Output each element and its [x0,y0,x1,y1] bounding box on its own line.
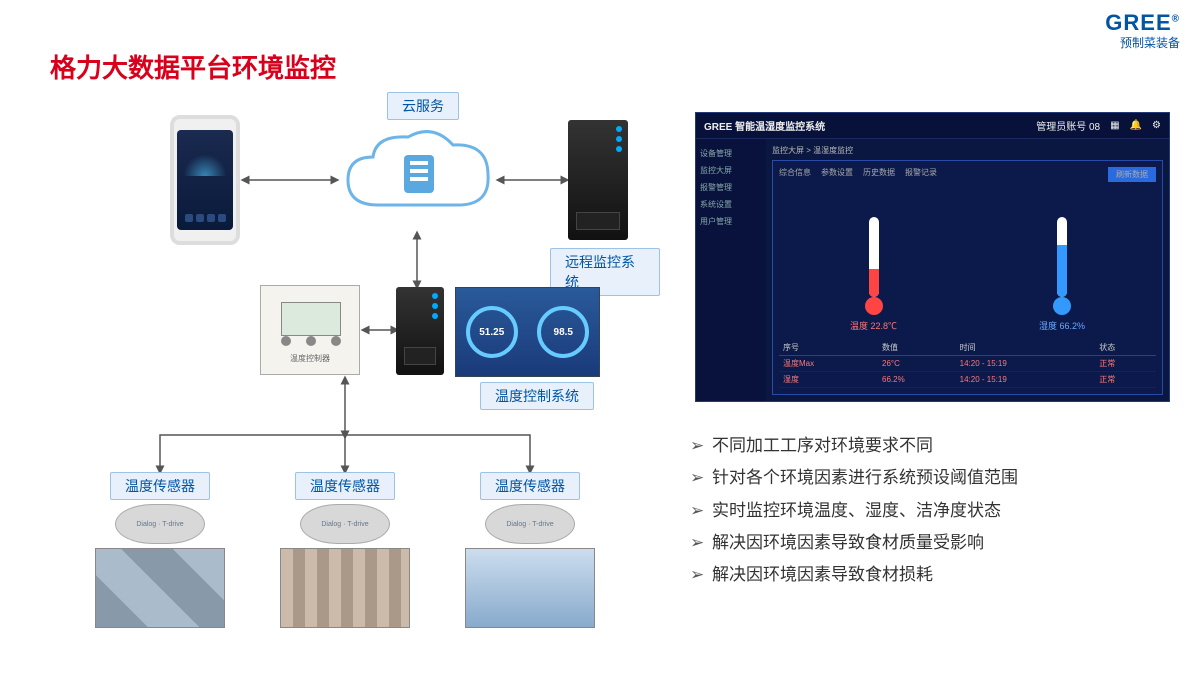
sensor-group-1: 温度传感器 Dialog · T-drive [90,472,230,628]
dashboard-screenshot: GREE 智能温湿度监控系统 管理员账号 08 ▦ 🔔 ⚙ 设备管理 监控大屏 … [695,112,1170,402]
temp-reading: 温度 22.8℃ [850,319,897,332]
sensor-label-1: 温度传感器 [110,472,210,500]
temp-ctrl-label-wrap: 温度控制系统 [480,382,594,410]
dashboard-tabs: 综合信息 参数设置 历史数据 报警记录 刷新数据 [779,167,1156,182]
tab[interactable]: 历史数据 [863,167,895,182]
bullet-item: 解决因环境因素导致食材质量受影响 [690,527,1160,559]
brand-subtitle: 预制菜装备 [1105,34,1180,51]
thermometer-humidity: 湿度 66.2% [1039,217,1085,332]
thermometer-row: 温度 22.8℃ 湿度 66.2% [779,182,1156,340]
factory-photo-1 [95,548,225,628]
dashboard-table: 序号 数值 时间 状态 温度Max 26°C 14:20 - 15:19 正常 … [779,340,1156,388]
factory-photo-3 [465,548,595,628]
bullet-item: 解决因环境因素导致食材损耗 [690,559,1160,591]
sensor-group-2: 温度传感器 Dialog · T-drive [275,472,415,628]
temperature-controller [260,285,360,375]
gauge-temp-value: 51.25 [479,327,504,338]
architecture-diagram: 云服务 远程监控系统 51.25 98.5 温度控制系统 温度传感器 Dialo… [60,100,660,660]
brand-block: GREE® 预制菜装备 [1105,10,1180,51]
refresh-button[interactable]: 刷新数据 [1108,167,1156,182]
sensor-group-3: 温度传感器 Dialog · T-drive [460,472,600,628]
bullet-item: 实时监控环境温度、湿度、洁净度状态 [690,495,1160,527]
side-item[interactable]: 用户管理 [700,213,762,230]
sensor-label-3: 温度传感器 [480,472,580,500]
dashboard-main: 监控大屏 > 温湿度监控 综合信息 参数设置 历史数据 报警记录 刷新数据 温度… [766,139,1169,401]
sensor-device-3: Dialog · T-drive [485,504,575,544]
bullet-item: 针对各个环境因素进行系统预设阈值范围 [690,462,1160,494]
gauge-temp: 51.25 [466,306,518,358]
temp-ctrl-label: 温度控制系统 [480,382,594,410]
brand-logo: GREE® [1105,10,1180,36]
side-item[interactable]: 设备管理 [700,145,762,162]
sensor-device-2: Dialog · T-drive [300,504,390,544]
hum-reading: 湿度 66.2% [1039,319,1085,332]
feature-bullets: 不同加工工序对环境要求不同 针对各个环境因素进行系统预设阈值范围 实时监控环境温… [690,430,1160,591]
table-row: 湿度 66.2% 14:20 - 15:19 正常 [779,372,1156,388]
cloud-label-wrap: 云服务 [387,92,459,120]
settings-icon[interactable]: ⚙ [1152,120,1161,131]
dashboard-panel: 综合信息 参数设置 历史数据 报警记录 刷新数据 温度 22.8℃ [772,160,1163,395]
gauge-panel: 51.25 98.5 [455,287,600,377]
sensor-label-2: 温度传感器 [295,472,395,500]
brand-reg: ® [1172,14,1180,25]
bell-icon[interactable]: 🔔 [1130,120,1142,131]
th: 状态 [1095,340,1156,356]
tab[interactable]: 参数设置 [821,167,853,182]
table-row: 温度Max 26°C 14:20 - 15:19 正常 [779,356,1156,372]
side-item[interactable]: 系统设置 [700,196,762,213]
side-item[interactable]: 报警管理 [700,179,762,196]
gauge-hum-value: 98.5 [554,327,573,338]
dashboard-user: 管理员账号 08 [1036,118,1100,133]
th: 时间 [956,340,1096,356]
dashboard-title: GREE 智能温湿度监控系统 [704,118,825,133]
side-item[interactable]: 监控大屏 [700,162,762,179]
factory-photo-2 [280,548,410,628]
breadcrumb: 监控大屏 > 温湿度监控 [772,145,1163,156]
mobile-device [170,115,240,245]
cloud-label: 云服务 [387,92,459,120]
mobile-screen [177,130,233,230]
page-title: 格力大数据平台环境监控 [50,48,336,85]
th: 序号 [779,340,878,356]
remote-server [568,120,628,240]
tab[interactable]: 综合信息 [779,167,811,182]
dashboard-header-right: 管理员账号 08 ▦ 🔔 ⚙ [1036,118,1161,133]
bullet-item: 不同加工工序对环境要求不同 [690,430,1160,462]
sensor-device-1: Dialog · T-drive [115,504,205,544]
gauge-hum: 98.5 [537,306,589,358]
dashboard-header: GREE 智能温湿度监控系统 管理员账号 08 ▦ 🔔 ⚙ [696,113,1169,139]
grid-icon[interactable]: ▦ [1110,120,1119,131]
local-server [396,287,444,375]
cloud-service [338,125,498,225]
dashboard-sidebar: 设备管理 监控大屏 报警管理 系统设置 用户管理 [696,139,766,401]
thermometer-temp: 温度 22.8℃ [850,217,897,332]
th: 数值 [878,340,956,356]
tab[interactable]: 报警记录 [905,167,937,182]
brand-logo-text: GREE [1105,10,1171,35]
